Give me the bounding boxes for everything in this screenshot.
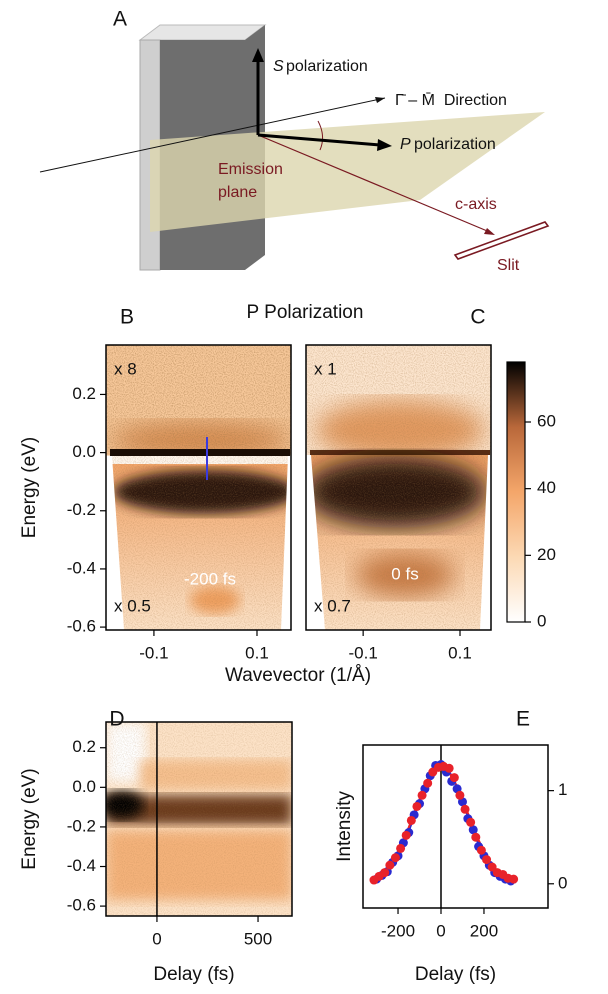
data-point — [401, 830, 411, 840]
colorbar-tick-label: 60 — [537, 411, 556, 430]
data-point — [417, 790, 427, 800]
s-text: polarization — [286, 58, 368, 75]
panel-label: E — [516, 708, 530, 731]
p-arrow — [257, 133, 381, 147]
data-point — [385, 860, 395, 870]
x-axis-label: Wavevector (1/Å) — [225, 665, 371, 686]
x-tick-label: 0 — [436, 921, 445, 940]
c-axis-line — [257, 134, 493, 234]
arrowhead — [484, 228, 495, 235]
y-axis-label: Energy (eV) — [19, 768, 40, 869]
x-tick-label: 0.1 — [245, 643, 269, 662]
annotation: x 8 — [114, 359, 137, 378]
data-point — [455, 790, 465, 800]
slit-label: Slit — [497, 257, 520, 274]
p-text: polarization — [414, 136, 496, 153]
annotation: -200 fs — [184, 569, 236, 588]
panel-label: D — [109, 708, 124, 731]
colorbar — [506, 361, 526, 623]
diagram: A S polarization Γ̄ – M̄ Direction P pol… — [39, 8, 550, 274]
y-tick-label: 0.0 — [72, 777, 96, 796]
panel-label: C — [470, 306, 485, 329]
plane-label: Emission — [218, 161, 283, 178]
data-point — [509, 874, 519, 884]
panel-label: A — [113, 8, 127, 31]
x-tick-label: 0 — [152, 929, 161, 948]
data-point — [466, 817, 476, 827]
y-axis-label: Energy (eV) — [19, 437, 40, 538]
chart-title: P Polarization — [247, 302, 364, 323]
y-tick-label: 1 — [558, 780, 567, 799]
c-axis-label: c-axis — [455, 196, 497, 213]
annotation: x 0.7 — [314, 596, 351, 615]
block-top — [138, 24, 267, 41]
colorbar-tick-label: 0 — [537, 611, 546, 630]
y-tick-label: -0.6 — [67, 896, 96, 915]
p-symbol: P — [400, 136, 411, 153]
data-point — [390, 853, 400, 863]
x-tick-label: 0.1 — [448, 643, 472, 662]
annotation: x 1 — [314, 359, 337, 378]
y-tick-label: -0.2 — [67, 816, 96, 835]
x-tick-label: -200 — [381, 921, 415, 940]
data-point — [468, 825, 478, 835]
colorbar-tick-label: 40 — [537, 478, 556, 497]
arrowhead — [377, 139, 392, 151]
x-tick-label: -0.1 — [139, 643, 168, 662]
colorbar-tick-label: 20 — [537, 545, 556, 564]
plot-frame — [105, 344, 292, 631]
x-tick-label: 500 — [244, 929, 272, 948]
s-symbol: S — [273, 58, 284, 75]
data-point — [406, 815, 416, 825]
data-point — [380, 868, 390, 878]
x-tick-label: 200 — [470, 921, 498, 940]
data-point — [449, 773, 459, 783]
y-tick-label: -0.2 — [67, 500, 96, 519]
heatmap-image — [306, 345, 491, 630]
data-point — [396, 843, 406, 853]
x-axis-label: Delay (fs) — [153, 964, 234, 985]
x-tick-label: -0.1 — [348, 643, 377, 662]
annotation: 0 fs — [391, 564, 418, 583]
y-tick-label: -0.4 — [67, 558, 96, 577]
arrowhead — [252, 48, 264, 62]
data-point — [444, 763, 454, 773]
y-tick-label: 0.0 — [72, 442, 96, 461]
direction-line — [39, 97, 386, 173]
panel-label: B — [120, 306, 134, 329]
annotation: x 0.5 — [114, 596, 151, 615]
plot-frame — [305, 344, 492, 631]
angle-arc — [317, 120, 324, 151]
data-point — [471, 832, 481, 842]
heatmap-image — [106, 722, 292, 916]
data-point — [460, 804, 470, 814]
y-tick-label: 0.2 — [72, 737, 96, 756]
x-axis-label: Delay (fs) — [415, 964, 496, 985]
y-axis-label: Intensity — [334, 791, 355, 862]
data-point — [423, 778, 433, 788]
y-tick-label: 0 — [558, 873, 567, 892]
data-point — [476, 845, 486, 855]
y-tick-label: -0.6 — [67, 617, 96, 636]
heatmap-image — [106, 345, 291, 630]
plot-frame — [105, 721, 293, 917]
plane-label: plane — [218, 184, 257, 201]
data-point — [482, 855, 492, 865]
direction-label: Γ̄ – M̄ Direction — [395, 92, 507, 109]
data-point — [412, 801, 422, 811]
y-tick-label: -0.4 — [67, 856, 96, 875]
slit — [453, 221, 550, 260]
arrowhead — [375, 97, 385, 103]
plot-frame — [362, 744, 549, 909]
y-tick-label: 0.2 — [72, 384, 96, 403]
